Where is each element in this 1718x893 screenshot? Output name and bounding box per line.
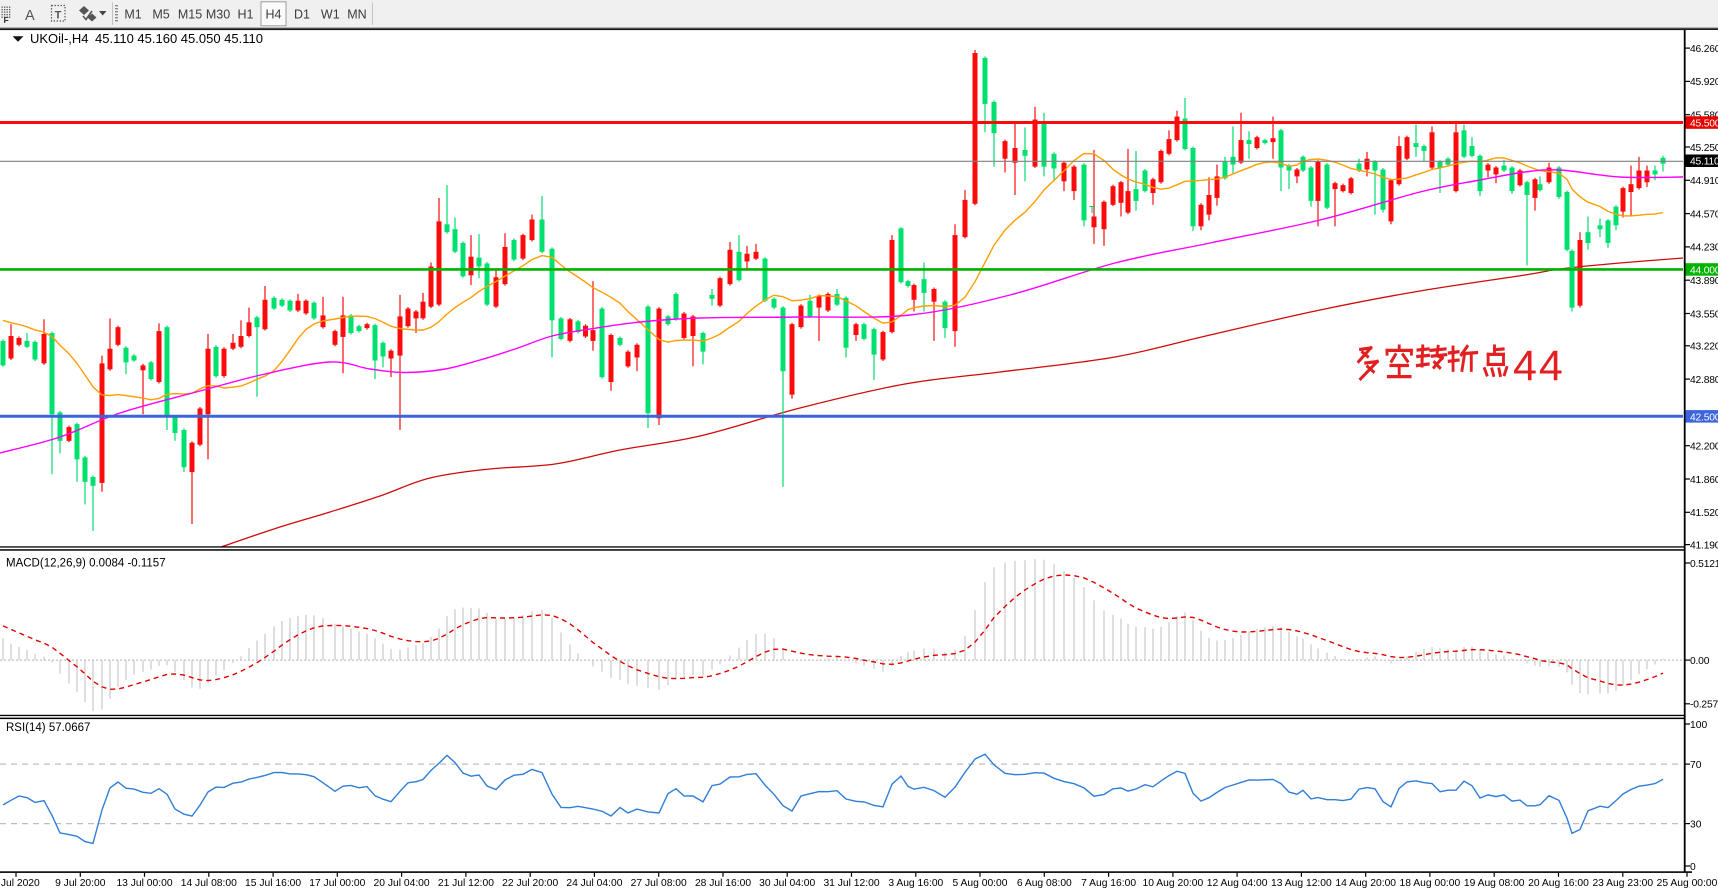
svg-text:41.860: 41.860 <box>1690 475 1718 486</box>
svg-text:18 Aug 00:00: 18 Aug 00:00 <box>1400 878 1461 889</box>
svg-text:44.000: 44.000 <box>1690 265 1718 276</box>
svg-text:28 Jul 16:00: 28 Jul 16:00 <box>695 878 751 889</box>
svg-text:45.250: 45.250 <box>1690 143 1718 154</box>
svg-text:13 Jul 00:00: 13 Jul 00:00 <box>116 878 172 889</box>
svg-text:42.500: 42.500 <box>1690 412 1718 423</box>
svg-text:44.570: 44.570 <box>1690 209 1718 220</box>
svg-text:45.920: 45.920 <box>1690 77 1718 88</box>
svg-text:D1: D1 <box>294 7 310 21</box>
svg-text:45.110: 45.110 <box>1690 157 1718 168</box>
svg-text:44.230: 44.230 <box>1690 243 1718 254</box>
svg-text:5 Aug 00:00: 5 Aug 00:00 <box>953 878 1008 889</box>
svg-text:M15: M15 <box>178 7 202 21</box>
svg-text:25 Aug 00:00: 25 Aug 00:00 <box>1657 878 1718 889</box>
svg-text:3 Aug 16:00: 3 Aug 16:00 <box>888 878 943 889</box>
svg-text:70: 70 <box>1690 760 1702 771</box>
svg-text:0.00: 0.00 <box>1690 656 1710 667</box>
svg-text:H4: H4 <box>266 7 282 21</box>
svg-text:45.500: 45.500 <box>1690 119 1718 130</box>
svg-text:MACD(12,26,9) 0.0084 -0.1157: MACD(12,26,9) 0.0084 -0.1157 <box>6 558 166 570</box>
svg-text:24 Jul 04:00: 24 Jul 04:00 <box>566 878 622 889</box>
svg-text:7 Aug 16:00: 7 Aug 16:00 <box>1081 878 1136 889</box>
svg-text:19 Aug 08:00: 19 Aug 08:00 <box>1464 878 1525 889</box>
svg-text:23 Aug 23:00: 23 Aug 23:00 <box>1592 878 1653 889</box>
svg-text:9 Jul 20:00: 9 Jul 20:00 <box>55 878 106 889</box>
svg-text:M5: M5 <box>152 7 169 21</box>
svg-text:20 Jul 04:00: 20 Jul 04:00 <box>374 878 430 889</box>
svg-text:6 Aug 08:00: 6 Aug 08:00 <box>1017 878 1072 889</box>
svg-text:0.5121: 0.5121 <box>1690 559 1718 570</box>
svg-text:M1: M1 <box>124 7 141 21</box>
svg-text:42.200: 42.200 <box>1690 442 1718 453</box>
svg-text:27 Jul 08:00: 27 Jul 08:00 <box>631 878 687 889</box>
svg-text:8 Jul 2020: 8 Jul 2020 <box>0 878 40 889</box>
svg-text:43.890: 43.890 <box>1690 276 1718 287</box>
svg-text:45.110 45.160 45.050 45.110: 45.110 45.160 45.050 45.110 <box>95 31 263 46</box>
svg-text:12 Aug 04:00: 12 Aug 04:00 <box>1207 878 1268 889</box>
svg-text:41.520: 41.520 <box>1690 508 1718 519</box>
svg-text:0: 0 <box>1690 862 1696 873</box>
svg-text:A: A <box>25 8 35 24</box>
svg-text:42.880: 42.880 <box>1690 375 1718 386</box>
svg-text:31 Jul 12:00: 31 Jul 12:00 <box>823 878 879 889</box>
svg-text:30: 30 <box>1690 819 1702 830</box>
svg-text:-0.2578: -0.2578 <box>1690 700 1718 711</box>
svg-text:14 Jul 08:00: 14 Jul 08:00 <box>181 878 237 889</box>
svg-text:22 Jul 20:00: 22 Jul 20:00 <box>502 878 558 889</box>
svg-text:43.550: 43.550 <box>1690 309 1718 320</box>
svg-text:46.260: 46.260 <box>1690 44 1718 55</box>
svg-text:H1: H1 <box>238 7 254 21</box>
svg-text:21 Jul 12:00: 21 Jul 12:00 <box>438 878 494 889</box>
svg-text:45.580: 45.580 <box>1690 111 1718 122</box>
svg-text:15 Jul 16:00: 15 Jul 16:00 <box>245 878 301 889</box>
svg-text:T: T <box>55 10 62 22</box>
svg-text:13 Aug 12:00: 13 Aug 12:00 <box>1271 878 1332 889</box>
svg-text:M30: M30 <box>206 7 230 21</box>
svg-text:44: 44 <box>1513 342 1565 390</box>
svg-text:RSI(14) 57.0667: RSI(14) 57.0667 <box>6 722 90 734</box>
svg-text:F: F <box>4 15 9 25</box>
svg-text:20 Aug 16:00: 20 Aug 16:00 <box>1528 878 1589 889</box>
svg-text:100: 100 <box>1690 720 1707 731</box>
svg-text:MN: MN <box>347 7 366 21</box>
svg-text:30 Jul 04:00: 30 Jul 04:00 <box>759 878 815 889</box>
svg-text:41.190: 41.190 <box>1690 540 1718 551</box>
svg-text:14 Aug 20:00: 14 Aug 20:00 <box>1335 878 1396 889</box>
svg-text:17 Jul 00:00: 17 Jul 00:00 <box>309 878 365 889</box>
svg-text:T: T <box>1089 205 1095 216</box>
svg-text:UKOil-,H4: UKOil-,H4 <box>30 31 89 46</box>
svg-text:43.220: 43.220 <box>1690 342 1718 353</box>
svg-text:44.910: 44.910 <box>1690 176 1718 187</box>
svg-text:W1: W1 <box>321 7 340 21</box>
svg-text:10 Aug 20:00: 10 Aug 20:00 <box>1143 878 1204 889</box>
